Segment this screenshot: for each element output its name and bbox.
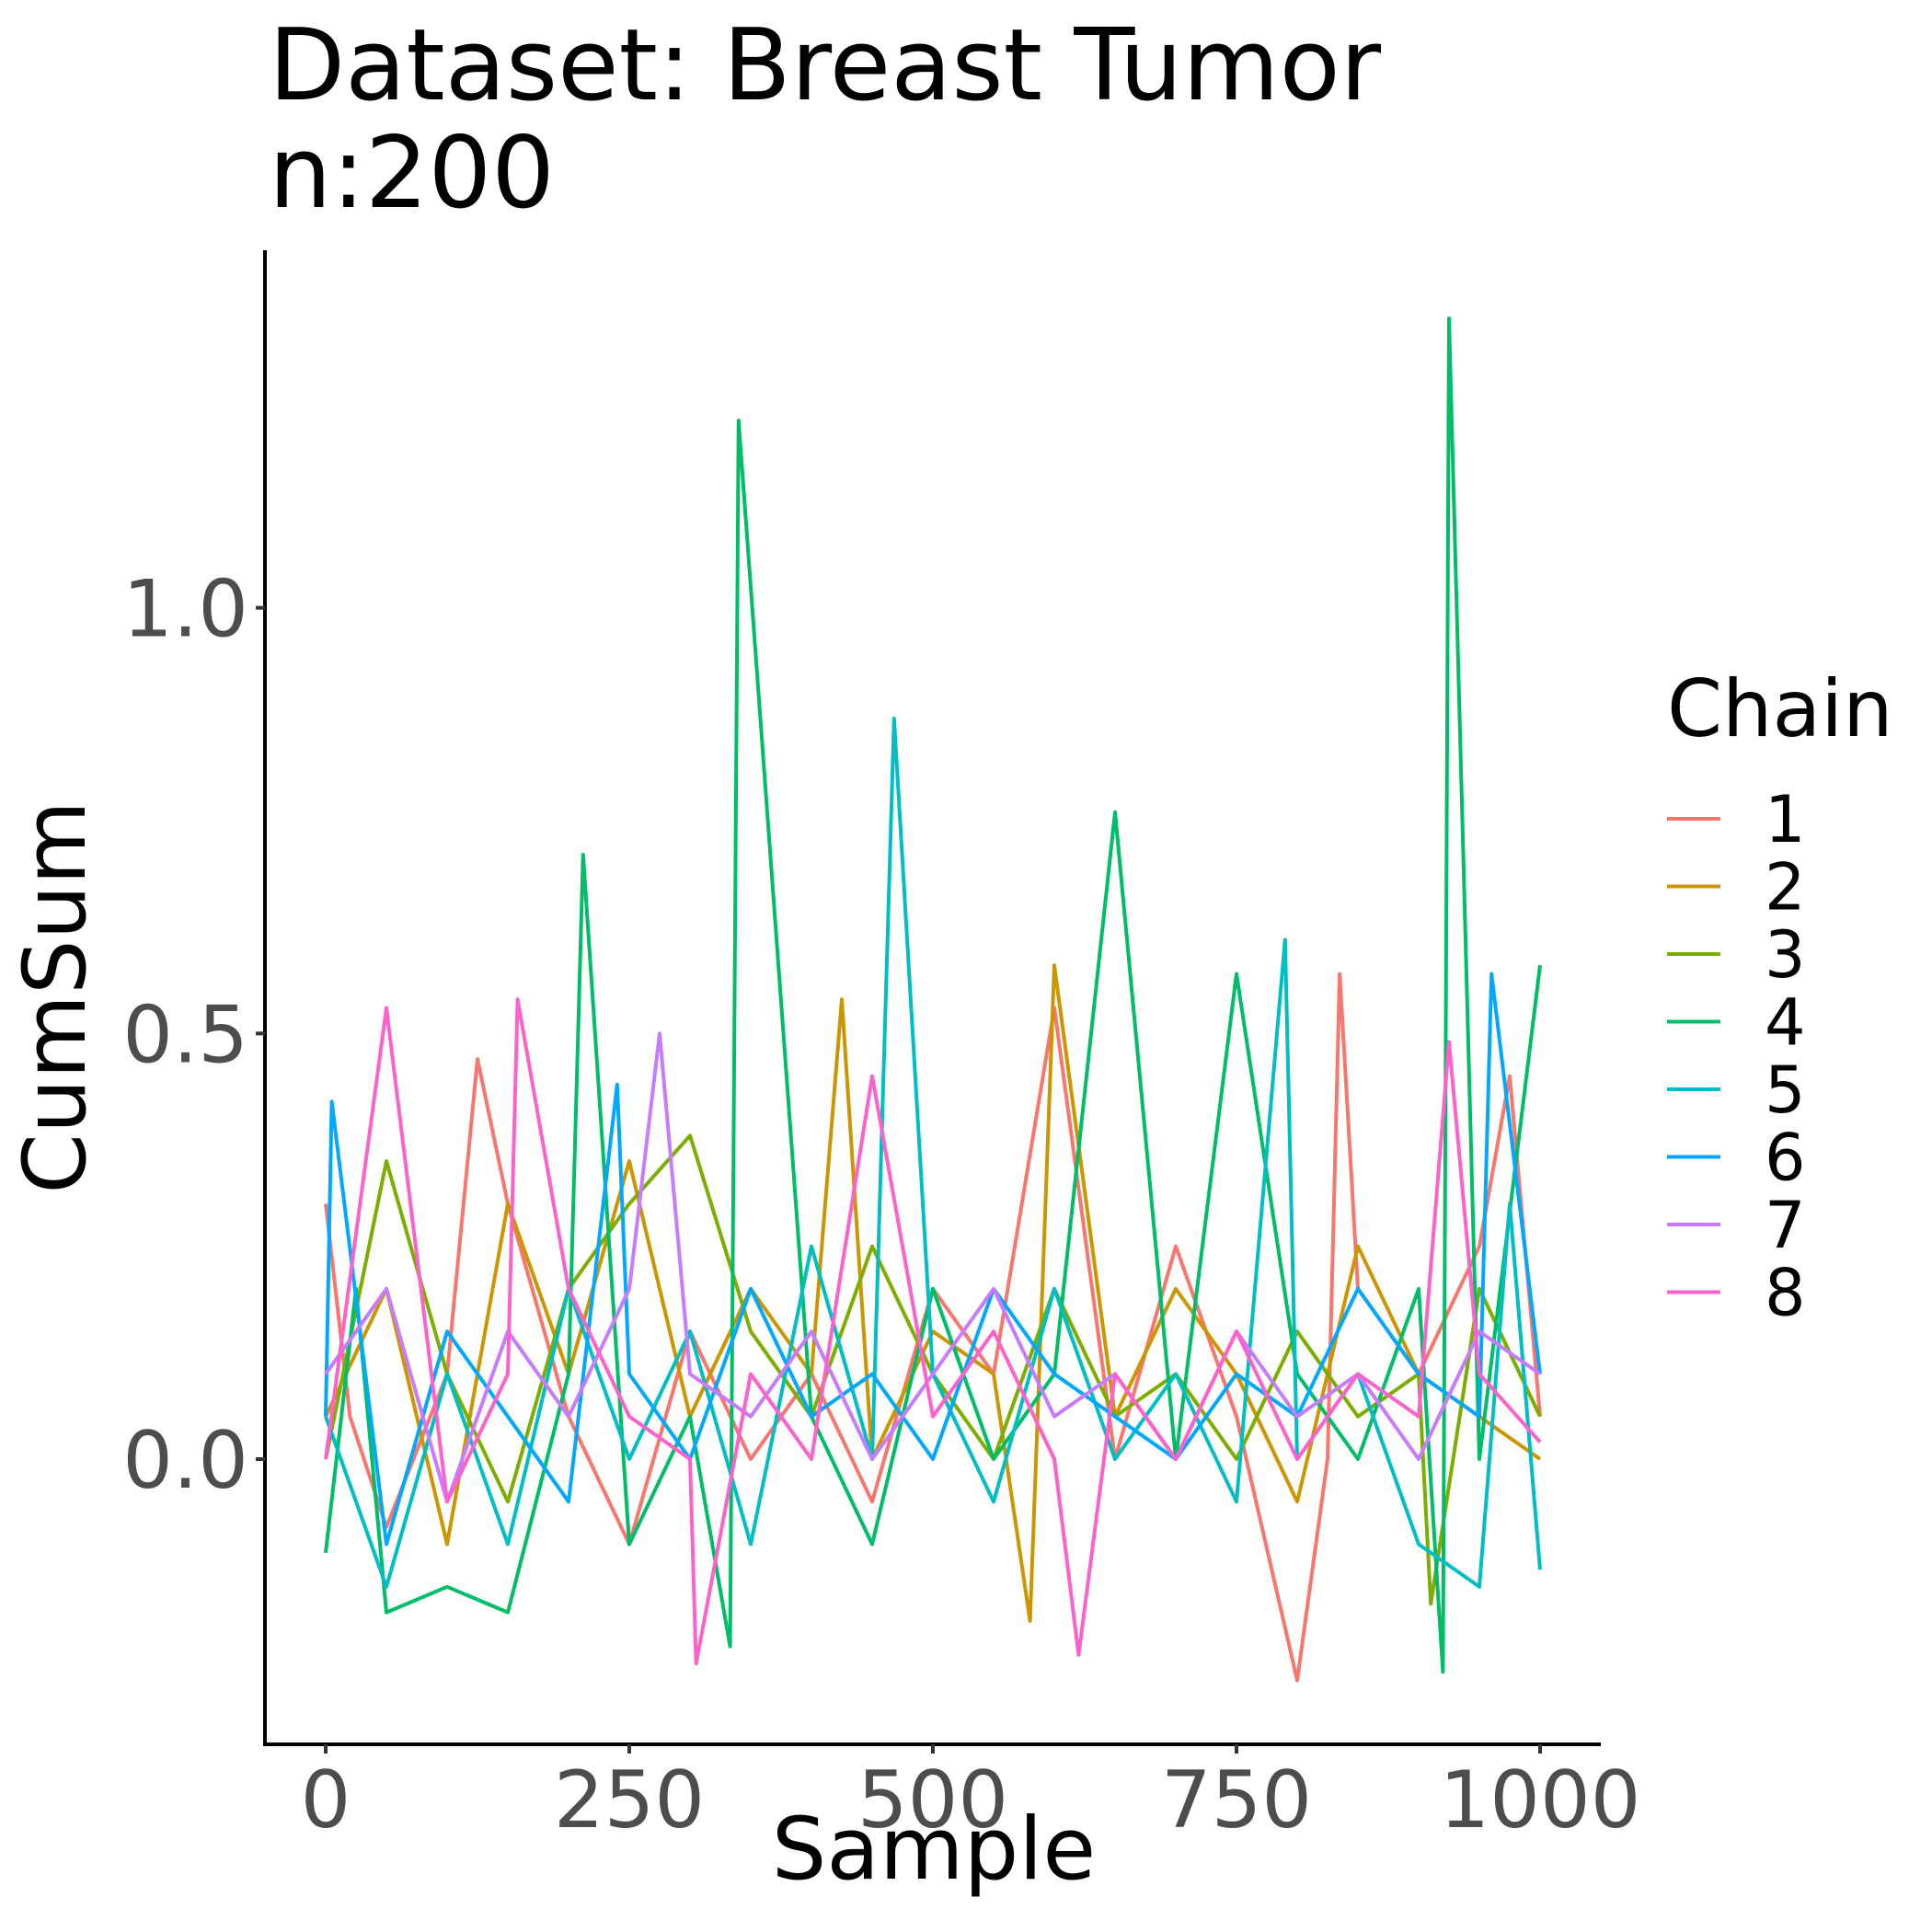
- x-tick-label: 0: [301, 1754, 351, 1846]
- x-axis-title: Sample: [772, 1800, 1096, 1900]
- legend-label-1: 1: [1765, 782, 1806, 857]
- y-tick-label: 1.0: [122, 564, 248, 656]
- plot-area: [324, 316, 1542, 1683]
- series-line-5: [324, 716, 1542, 1589]
- legend-label-4: 4: [1765, 985, 1806, 1061]
- series-line-8: [324, 997, 1542, 1666]
- legend-label-3: 3: [1765, 917, 1806, 993]
- x-tick-label: 500: [857, 1754, 1008, 1846]
- x-tick-label: 250: [554, 1754, 705, 1846]
- legend-label-7: 7: [1765, 1188, 1806, 1263]
- x-tick-label: 1000: [1440, 1754, 1641, 1846]
- y-axis-ticks: 0.0 0.5 1.0: [122, 564, 265, 1507]
- legend-label-5: 5: [1765, 1052, 1806, 1128]
- y-tick-label: 0.5: [122, 989, 248, 1081]
- series-line-7: [324, 1031, 1542, 1504]
- x-tick-label: 750: [1161, 1754, 1312, 1846]
- y-axis-title: CumSum: [6, 800, 106, 1194]
- series-line-4: [324, 316, 1542, 1674]
- x-axis-ticks: 0 250 500 750 1000: [301, 1744, 1641, 1846]
- legend-label-8: 8: [1765, 1256, 1806, 1331]
- chart-title: Dataset: Breast Tumor: [269, 8, 1382, 123]
- series-line-2: [324, 963, 1542, 1623]
- legend-label-2: 2: [1765, 850, 1806, 926]
- chart-subtitle: n:200: [269, 116, 555, 231]
- legend-label-6: 6: [1765, 1121, 1806, 1196]
- y-tick-label: 0.0: [122, 1415, 248, 1507]
- legend-title: Chain: [1667, 663, 1893, 755]
